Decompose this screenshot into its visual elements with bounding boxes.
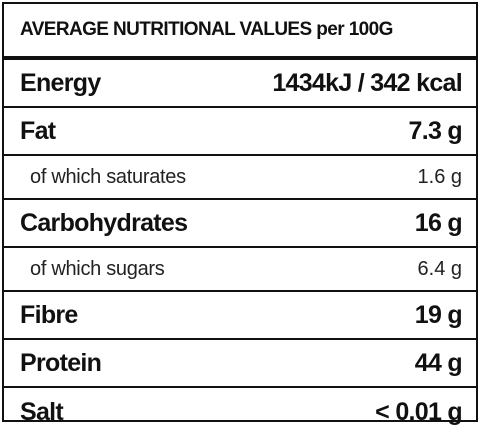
row-saturates: of which saturates 1.6 g [4, 156, 476, 200]
row-label: Salt [20, 397, 64, 426]
row-value: 1434kJ / 342 kcal [272, 68, 462, 97]
row-label: Fibre [20, 300, 78, 329]
row-label: of which saturates [30, 165, 186, 188]
row-label: Carbohydrates [20, 208, 188, 237]
row-label: of which sugars [30, 257, 165, 280]
row-fat: Fat 7.3 g [4, 108, 476, 156]
row-value: 19 g [414, 300, 463, 329]
row-energy: Energy 1434kJ / 342 kcal [4, 60, 476, 108]
row-value: 1.6 g [417, 165, 462, 188]
row-sugars: of which sugars 6.4 g [4, 248, 476, 292]
row-value: 6.4 g [417, 257, 462, 280]
row-protein: Protein 44 g [4, 340, 476, 388]
row-value: 7.3 g [408, 116, 463, 145]
row-salt: Salt < 0.01 g [4, 388, 476, 436]
row-label: Energy [20, 68, 101, 97]
row-value: 16 g [414, 208, 463, 237]
row-value: < 0.01 g [375, 397, 463, 426]
table-header: AVERAGE NUTRITIONAL VALUES per 100G [4, 4, 476, 60]
nutrition-table: AVERAGE NUTRITIONAL VALUES per 100G Ener… [2, 2, 478, 426]
row-label: Protein [20, 348, 102, 377]
row-fibre: Fibre 19 g [4, 292, 476, 340]
row-carbohydrates: Carbohydrates 16 g [4, 200, 476, 248]
row-value: 44 g [414, 348, 463, 377]
row-label: Fat [20, 116, 56, 145]
